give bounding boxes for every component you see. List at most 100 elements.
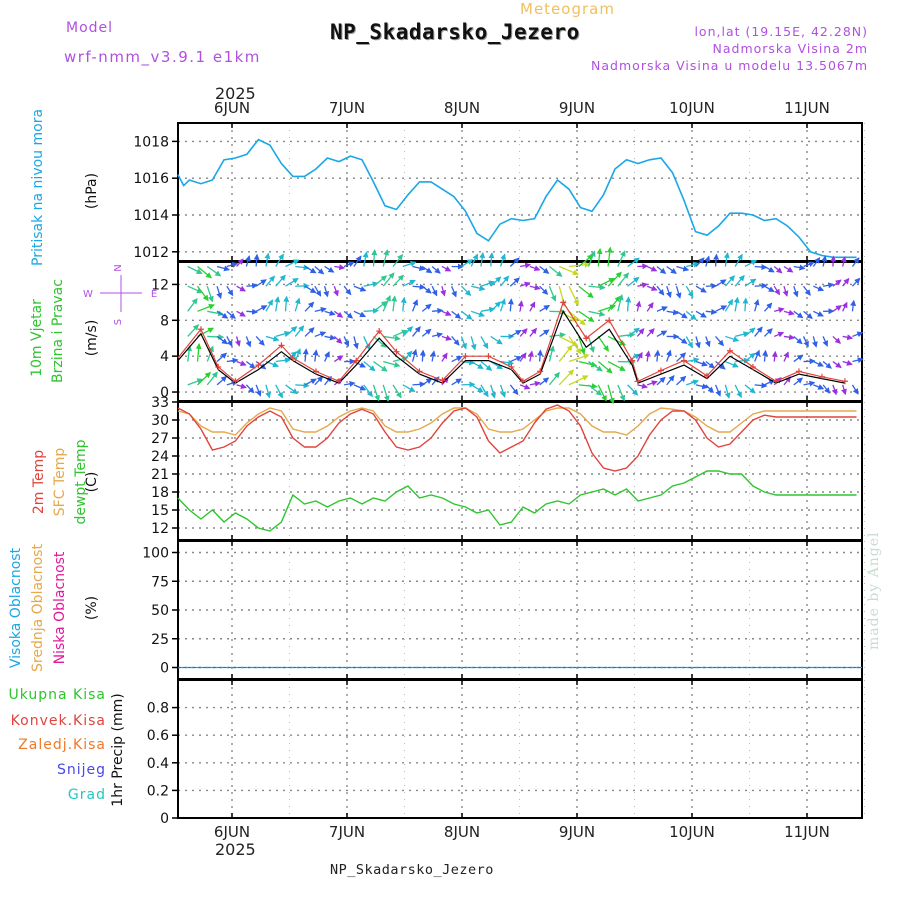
wind-arrow [636, 328, 645, 337]
wind-arrow [656, 376, 666, 386]
wind-arrow [371, 249, 378, 267]
wind-arrow [607, 271, 622, 287]
wind-arrow [774, 307, 785, 313]
top-day-label: 11JUN [784, 99, 830, 117]
wind-arrow [236, 258, 244, 267]
wind-arrow [695, 285, 707, 293]
wind-arrow [421, 303, 432, 312]
wind-arrow [558, 335, 579, 347]
wind-arrow [264, 252, 271, 267]
precip-panel-frame [177, 679, 863, 819]
wind-arrow [206, 286, 214, 303]
wind-y-tick-label: 4 [160, 349, 169, 365]
wind-arrow [431, 265, 441, 274]
wind-arrow [627, 384, 639, 396]
wind-arrow [733, 296, 740, 312]
wind-arrow [312, 349, 319, 362]
wind-arrow [400, 296, 407, 312]
wind-arrow [294, 348, 302, 362]
wind-arrow [724, 384, 731, 399]
wind-arrow [255, 279, 267, 287]
wind-gust-marker [657, 367, 664, 374]
wind-arrow [568, 375, 589, 386]
wind-arrow [304, 301, 315, 312]
wind-arrow [822, 282, 835, 289]
wind-arrow [363, 307, 380, 314]
wind-arrow [304, 378, 317, 386]
wind-arrow [412, 283, 426, 290]
wind-arrow [421, 285, 432, 294]
wind-arrow [363, 281, 379, 288]
wind-arrow [636, 351, 643, 362]
wind-arrow [510, 355, 523, 363]
wind-arrow [666, 374, 675, 386]
wind-arrow [490, 276, 502, 287]
temp-y-tick-label: 12 [151, 521, 169, 537]
wind-arrow [461, 381, 476, 388]
wind-arrow [676, 352, 687, 363]
wind-arrow [226, 310, 236, 319]
wind-arrow [754, 282, 768, 289]
wind-arrow [295, 264, 310, 271]
wind-arrow [236, 383, 247, 390]
wind-gust-marker [703, 372, 710, 379]
wind-arrow [841, 384, 847, 396]
wind-arrow [460, 285, 472, 297]
wind-arrow [539, 285, 549, 295]
wind-arrow [635, 300, 642, 312]
wind-arrow [265, 299, 274, 312]
wind-arrow [451, 336, 460, 346]
precip-y-tick-label: 0.6 [147, 728, 169, 744]
wind-gust-marker [197, 326, 204, 333]
wind-arrow [646, 328, 655, 337]
wind-arrow [432, 307, 444, 314]
wind-arrow [519, 383, 531, 390]
wind-arrow [255, 305, 268, 312]
wind-arrow [539, 265, 550, 274]
wind-arrow [734, 253, 743, 267]
temp-y-tick-label: 30 [151, 413, 169, 429]
wind-arrow [392, 274, 405, 287]
wind-arrow [226, 380, 239, 387]
wind-arrow [255, 335, 265, 346]
wind-arrow [529, 380, 541, 387]
bottom-day-label: 10JUN [669, 823, 715, 841]
wind-arrow [617, 331, 636, 338]
wind-gust-marker [537, 368, 544, 375]
wind-arrow [441, 376, 449, 386]
wind-gust-marker [353, 357, 360, 364]
wind-arrow [822, 361, 832, 369]
wind-arrow [226, 285, 234, 297]
wind-arrow [294, 325, 305, 337]
wind-arrow [675, 286, 682, 299]
precip-y-tick-label: 0.4 [147, 756, 169, 772]
wind-gust-marker [772, 378, 779, 385]
wind-arrow [285, 384, 299, 395]
wind-arrow [832, 361, 842, 369]
wind-arrow [803, 285, 811, 296]
cloud-label-2: Srednja Oblacnost [30, 544, 46, 672]
wind-arrow [840, 256, 847, 267]
wind-arrow [666, 285, 672, 299]
cloud-y-tick-label: 75 [151, 574, 169, 590]
wind-arrow [793, 264, 806, 271]
wind-arrow [793, 335, 803, 345]
temp-y-tick-label: 24 [151, 449, 169, 465]
wind-arrow [578, 285, 594, 298]
wind-arrow [431, 376, 440, 386]
wind-arrow [451, 378, 463, 386]
wind-gust-marker [634, 378, 641, 385]
wind-arrow [333, 355, 344, 363]
wind-arrow [363, 336, 371, 351]
wind-arrow [588, 284, 606, 291]
wind-arrow [637, 282, 649, 289]
wind-arrow [762, 349, 769, 362]
wind-gust-marker [818, 373, 825, 380]
wind-arrow [754, 349, 761, 362]
wind-arrow [334, 264, 346, 271]
wind-arrow [441, 352, 448, 362]
model-elevation-label: Nadmorska Visina u modelu 13.5067m [591, 58, 868, 73]
wind-label-1: 10m Vjetar [29, 299, 45, 377]
wind-arrow [587, 336, 595, 353]
